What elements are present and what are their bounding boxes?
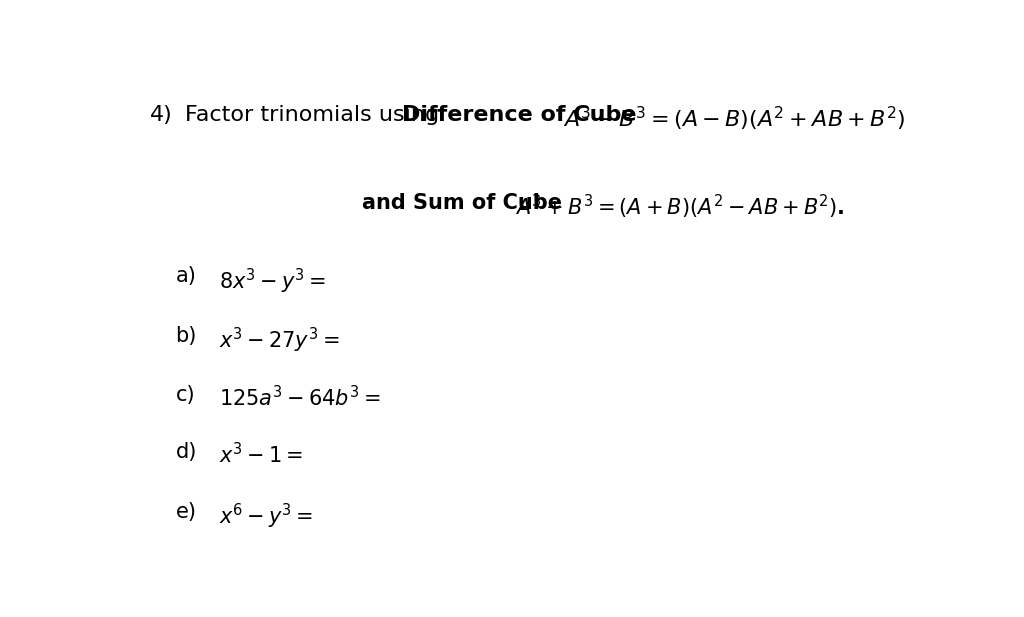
Text: $x^3 - 27y^3 =$: $x^3 - 27y^3 =$ [219,326,340,355]
Text: Difference of Cube: Difference of Cube [401,105,644,125]
Text: $8x^3 - y^3 =$: $8x^3 - y^3 =$ [219,267,326,296]
Text: $x^6 - y^3 =$: $x^6 - y^3 =$ [219,502,313,531]
Text: $A^3 + B^3 = (A + B)(A^2 - AB + B^2)$.: $A^3 + B^3 = (A + B)(A^2 - AB + B^2)$. [515,193,845,221]
Text: and Sum of Cube: and Sum of Cube [362,193,569,213]
Text: $125a^3 - 64b^3 =$: $125a^3 - 64b^3 =$ [219,385,381,410]
Text: $x^3 - 1 =$: $x^3 - 1 =$ [219,442,303,468]
Text: e): e) [176,502,197,521]
Text: Factor trinomials using: Factor trinomials using [185,105,446,125]
Text: $A^3 - B^3 = (A - B)(A^2 + AB + B^2)$: $A^3 - B^3 = (A - B)(A^2 + AB + B^2)$ [563,105,905,133]
Text: a): a) [176,267,197,286]
Text: b): b) [176,326,197,346]
Text: c): c) [176,385,196,405]
Text: 4): 4) [151,105,173,125]
Text: d): d) [176,442,197,462]
